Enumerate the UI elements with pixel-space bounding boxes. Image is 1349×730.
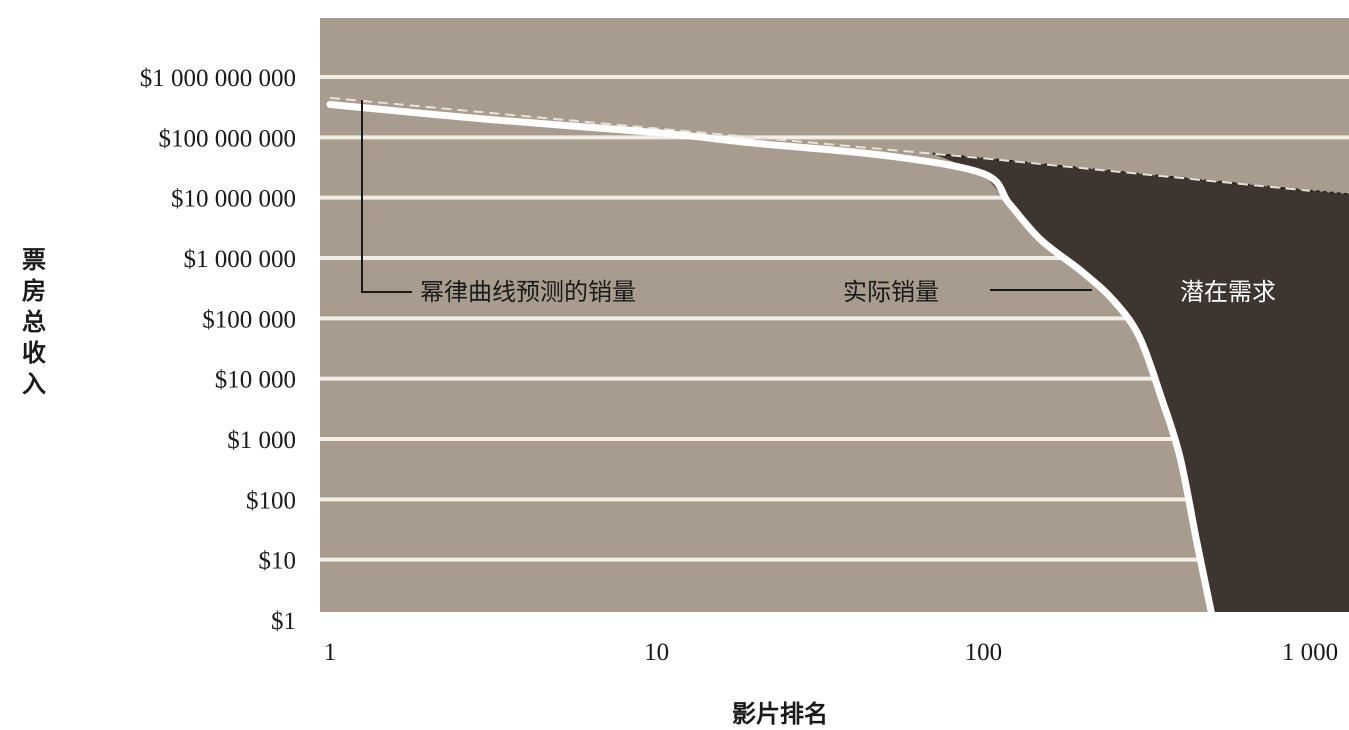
y-tick-label: $100 000 [202,306,296,333]
y-axis-title-char: 收 [22,339,46,367]
latent-demand-edge [932,152,1349,196]
x-axis-ticks: 1 10 100 1 000 [324,639,1338,666]
actual-series-line [326,101,1216,618]
x-tick-label: 10 [644,639,669,666]
predicted-series-line [329,96,1311,192]
y-tick-label: $1 000 000 000 [140,65,296,92]
y-tick-label: $10 000 [215,367,296,394]
y-axis-ticks: $1 $10 $100 $1 000 $10 000 $100 000 $1 000 000… [140,65,296,635]
actual-label: 实际销量 [843,278,939,306]
x-tick-label: 1 [324,639,337,666]
latent-demand-label: 潜在需求 [1180,278,1276,306]
latent-demand-area [932,153,1349,614]
x-tick-label: 1 000 [1282,639,1338,666]
y-tick-label: $10 [259,548,297,575]
y-axis-title-char: 房 [22,277,46,305]
y-axis-title-char: 入 [22,370,46,398]
y-tick-label: $1 000 000 [184,246,297,273]
y-axis-title-char: 票 [22,246,46,274]
y-tick-label: $1 000 [227,427,296,454]
x-tick-label: 100 [965,639,1003,666]
y-tick-label: $100 000 000 [159,125,297,152]
y-axis-title-char: 总 [22,308,46,336]
y-tick-label: $100 [246,487,296,514]
predicted-label-pointer [361,100,412,293]
predicted-label: 幂律曲线预测的销量 [420,278,636,306]
y-tick-label: $10 000 000 [171,186,296,213]
x-axis-title: 影片排名 [732,700,828,728]
y-tick-label: $1 [271,608,296,635]
